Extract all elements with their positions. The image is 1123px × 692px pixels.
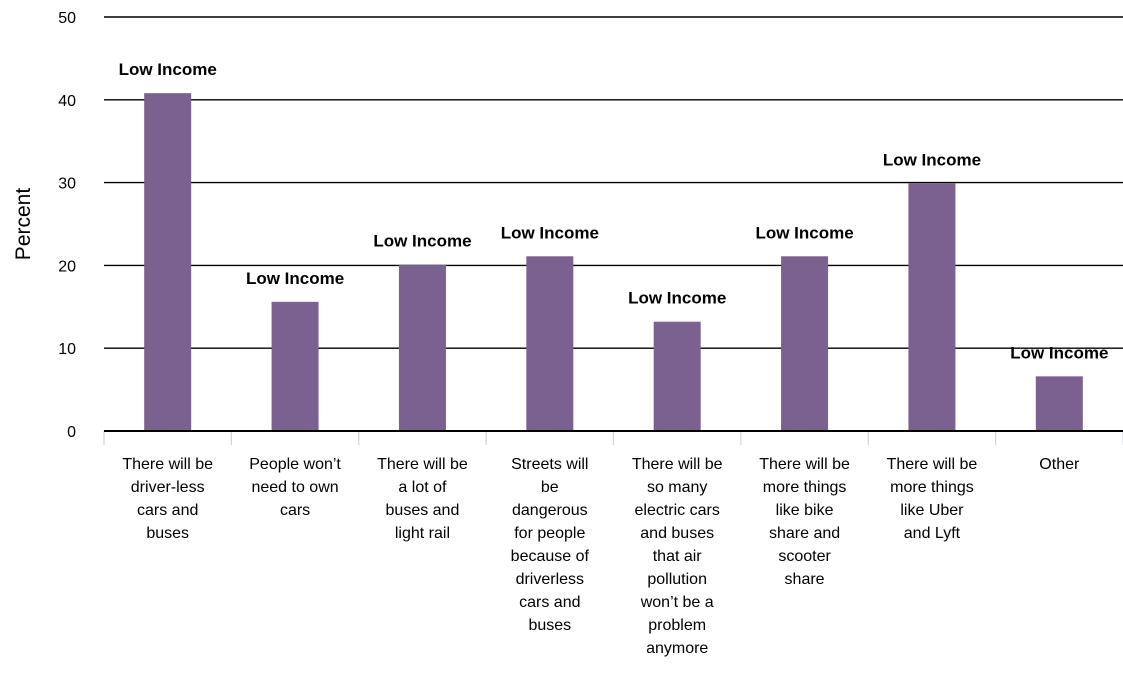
bar [653,321,701,431]
bar [526,256,574,431]
category-label: There will be more things like bike share a… [759,456,850,588]
bar-data-label: Low Income [755,223,853,242]
category-label: There will be more things like Uber and Lyf… [887,456,978,542]
bar [144,93,192,432]
category-label: Other [1039,456,1080,473]
y-axis-title: Percent [12,188,35,261]
bar-data-label: Low Income [373,232,471,251]
category-label: There will be so many electric cars and bus… [632,456,723,657]
category-label: People won’t need to own cars [249,456,341,519]
bar [398,264,446,431]
y-tick-label: 50 [58,10,76,27]
bar [1035,376,1083,431]
bar-data-label: Low Income [1010,343,1108,362]
bar [908,183,956,431]
bar-data-label: Low Income [501,223,599,242]
category-label: Streets will be dangerous for people because… [511,456,590,634]
bar-data-label: Low Income [119,60,217,79]
gridlines [104,16,1123,349]
y-tick-label: 30 [58,176,76,193]
x-axis [103,430,1123,445]
y-tick-label: 10 [58,341,76,358]
bar [271,301,319,431]
y-axis-ticks: 0 10 20 30 40 50 [58,10,76,441]
category-label: There will be driver-less cars and buses [122,456,213,542]
data-labels: Low Income Low Income Low Income Low Income… [119,60,1109,362]
category-labels: There will be driver-less cars and buses Peo… [122,456,1080,657]
bar-data-label: Low Income [883,150,981,169]
bar [781,256,829,431]
category-label: There will be a lot of buses and light rail [377,456,468,542]
bar-data-label: Low Income [628,289,726,308]
y-tick-label: 40 [58,93,76,110]
bar-data-label: Low Income [246,269,344,288]
bars [144,93,1083,432]
y-tick-label: 0 [67,424,76,441]
y-tick-label: 20 [58,258,76,275]
